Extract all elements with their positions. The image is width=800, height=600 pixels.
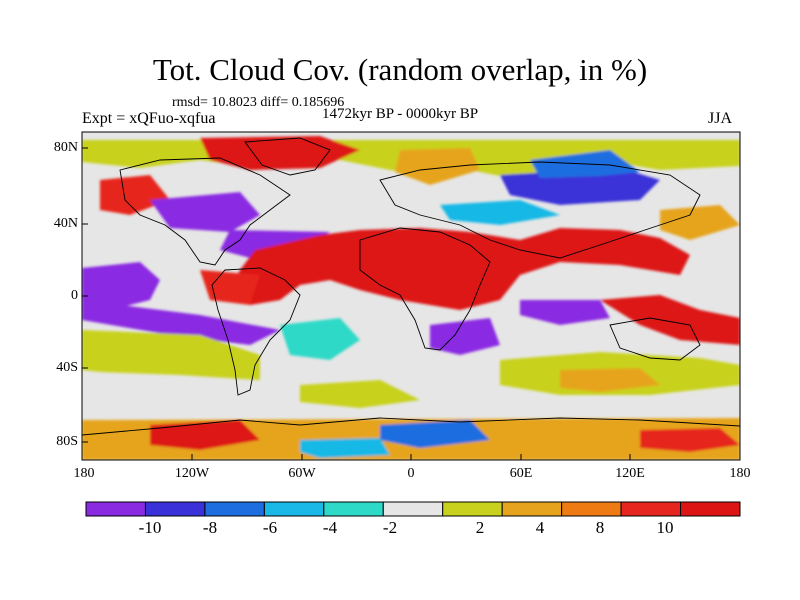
colorbar-swatch — [85, 501, 146, 517]
colorbar-label: 4 — [535, 518, 545, 537]
colorbar-swatch — [620, 501, 682, 517]
colorbar-label: -8 — [202, 518, 218, 537]
atlantic-negative-region — [220, 230, 330, 258]
tropical-pacific-negative-region — [82, 262, 160, 310]
antarctica-outline — [82, 417, 740, 436]
lat-tick-label: 40N — [53, 216, 78, 231]
south-pacific-negative-band — [82, 300, 280, 345]
colorbar-swatch — [263, 501, 325, 517]
greenland-max-region — [200, 136, 360, 170]
experiment-label: Expt = xQFuo-xqfua — [82, 110, 216, 127]
lon-tick-label: 180 — [729, 466, 751, 481]
map-title: Tot. Cloud Cov. (random overlap, in %) — [152, 52, 648, 87]
stats-text: rmsd= 10.8023 diff= 0.185696 — [172, 95, 345, 110]
greenland-outline — [244, 137, 331, 176]
south-atlantic-negative-region — [280, 318, 360, 360]
southern-ocean-max-region — [560, 368, 660, 392]
north-america-outline — [119, 157, 291, 266]
antarctic-east-positive-region — [640, 428, 740, 452]
coastlines — [82, 137, 740, 436]
north-pacific-positive-region — [100, 175, 170, 215]
colorbar-label: -2 — [382, 518, 398, 537]
colorbar-label: 10 — [656, 518, 674, 537]
colorbar-swatch — [680, 501, 741, 517]
southern-ocean-positive-region — [82, 330, 260, 380]
lon-tick-label: 60E — [509, 466, 533, 481]
south-america-outline — [211, 267, 301, 396]
antarctic-teal-region — [300, 438, 390, 458]
colorbar-label: -6 — [262, 518, 278, 537]
lat-tick-label: 40S — [56, 360, 78, 375]
colorbar-label: 2 — [475, 518, 485, 537]
lon-tick-label: 180 — [73, 466, 95, 481]
southwest-pacific-positive-region — [600, 295, 740, 345]
lon-tick-label: 120W — [174, 466, 210, 481]
colorbar-swatch — [561, 501, 622, 517]
lat-tick-label: 80S — [56, 434, 78, 449]
colorbar-label: 8 — [595, 518, 605, 537]
africa-outline — [359, 227, 491, 351]
eurasia-outline — [379, 161, 701, 259]
season-label: JJA — [708, 110, 733, 127]
colorbar-swatch — [323, 501, 384, 517]
south-atlantic-positive-region — [300, 380, 420, 408]
colorbar-swatch — [442, 501, 503, 517]
antarctic-negative-region — [380, 420, 490, 448]
lon-tick-label: 120E — [615, 466, 645, 481]
indian-ocean-negative-region — [520, 300, 610, 325]
colorbar-swatch — [501, 501, 563, 517]
colorbar — [85, 501, 741, 517]
colorbar-label: -4 — [322, 518, 338, 537]
colorbar-swatch — [144, 501, 206, 517]
lon-tick-label: 0 — [407, 466, 415, 481]
antarctic-max-region — [150, 420, 260, 450]
lat-tick-label: 0 — [71, 288, 78, 303]
axis-ticks — [82, 147, 631, 460]
australia-outline — [609, 317, 701, 361]
south-africa-negative-region — [430, 318, 500, 355]
period-text: 1472kyr BP - 0000kyr BP — [322, 106, 479, 122]
tropical-positive-core — [230, 228, 690, 310]
lat-tick-label: 80N — [53, 140, 78, 155]
scandinavia-positive-region — [395, 148, 480, 185]
colorbar-swatch — [382, 501, 444, 517]
anomaly-field — [82, 132, 740, 460]
north-america-negative-region — [150, 192, 260, 232]
lon-tick-label: 60W — [288, 466, 316, 481]
pacific-positive-region — [660, 205, 740, 240]
central-asia-negative-region — [440, 200, 560, 225]
colorbar-swatch — [204, 501, 265, 517]
colorbar-label: -10 — [138, 518, 162, 537]
